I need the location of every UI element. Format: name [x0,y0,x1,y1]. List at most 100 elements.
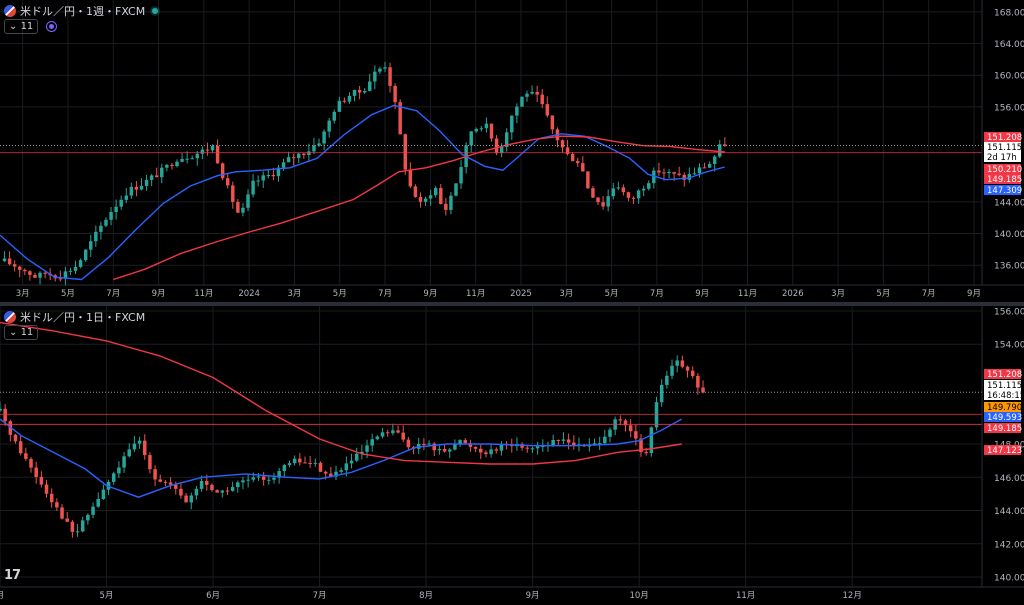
candle-body [597,443,602,445]
price-tag-label: 149.593 [987,413,1022,423]
candle-body [83,249,88,261]
candle-body [124,195,128,200]
candle-body [246,479,250,481]
candle-body [667,172,671,174]
candle-body [261,476,266,480]
candle-body [170,164,174,167]
price-tag-bg [984,445,1021,455]
candle-body [39,476,44,485]
price-tag-bg [984,142,1021,152]
candle-body [312,145,316,152]
candle-body [165,164,169,168]
price-tag-bg [984,132,1021,142]
candle-body [220,163,225,179]
price-axis-tick: 168.000 [994,8,1024,18]
candle-body [205,149,210,151]
price-tag-bg [984,390,1021,400]
candle-body [271,175,276,177]
time-axis-tick: 9月 [152,289,166,299]
candle-body [391,430,395,434]
candle-body [494,138,499,154]
candle-body [489,123,494,139]
candle-body [277,471,281,478]
weekly-indicator-count: 11 [20,21,34,32]
candle-body [601,202,605,207]
candle-body [396,430,400,433]
candle-body [210,484,214,491]
candle-body [525,447,530,449]
candle-body [251,477,256,480]
time-axis-tick: 6月 [206,591,220,601]
price-tag-label: 151.208 [987,133,1022,143]
time-axis-tick: 3月 [559,289,573,299]
candle-body [504,132,509,147]
candle-body [712,156,717,164]
candle-body [535,446,540,449]
candle-body [114,206,118,213]
time-axis-tick: 12月 [843,591,862,601]
candle-body [707,163,712,168]
time-axis-tick: 7月 [106,289,120,299]
pane-divider[interactable] [0,302,1024,306]
time-axis-tick: 3月 [288,289,302,299]
weekly-chart-pane[interactable]: 168.000 164.000 160.000 156.000 144.000 140.0… [0,0,1024,302]
candle-body [442,449,447,452]
daily-chart-pane[interactable]: 156.000154.000148.000146.000144.000142.0… [0,306,1024,605]
daily-chart[interactable]: 156.000154.000148.000146.000144.000142.0… [0,306,1024,605]
candle-body [360,451,364,454]
price-tag-bg [984,412,1021,422]
candle-body [194,488,199,496]
candle-body [55,502,59,508]
candle-body [230,487,235,491]
candle-body [433,188,438,196]
candle-body [18,266,22,270]
usdjpy-flag-icon [4,311,16,323]
candle-body [180,158,184,162]
candle-body [286,157,291,163]
candle-body [104,219,108,226]
candle-body [149,175,154,180]
price-tag-label: 16:48:15 [987,391,1024,401]
tradingview-logo[interactable]: 17 [4,568,21,583]
candle-body [29,458,33,468]
candle-body [576,161,580,164]
time-axis-tick: 11月 [736,591,755,601]
candle-body [287,463,292,466]
candle-body [474,129,479,132]
weekly-chart[interactable]: 168.000 164.000 160.000 156.000 144.000 140.0… [0,0,1024,302]
candle-body [654,402,659,428]
weekly-indicator-icon[interactable] [46,21,58,32]
candle-body [205,481,209,485]
candle-body [168,482,173,485]
weekly-indicators-toggle[interactable]: ⌄ 11 [4,19,39,34]
candle-body [723,144,727,146]
daily-symbol-title[interactable]: 米ドル／円・1日・FXCM [20,311,146,324]
candle-body [317,143,321,146]
price-tag-bg [984,369,1021,379]
candle-body [718,144,722,157]
price-axis-tick: 144.000 [994,507,1024,517]
daily-indicators-toggle[interactable]: ⌄ 11 [4,325,39,340]
weekly-symbol-title[interactable]: 米ドル／円・1週・FXCM [20,5,146,18]
candle-body [611,188,615,197]
candle-body [225,178,230,186]
candle-body [408,169,413,187]
candle-body [375,436,380,440]
weekly-indicator-row: ⌄ 11 [4,19,58,34]
candle-body [525,93,529,97]
candle-body [349,460,354,464]
time-axis-tick: 3月 [831,289,845,299]
candle-body [623,420,628,426]
candle-body [132,443,137,450]
candle-body [241,480,245,483]
candle-body [43,272,47,274]
candle-body [682,174,686,180]
candle-body [18,441,23,454]
candle-body [427,443,431,445]
candle-body [225,490,230,492]
time-axis-tick: 2026 [782,289,804,299]
candle-body [545,104,550,116]
candle-body [447,449,452,452]
candle-body [603,436,607,444]
candle-body [530,448,535,450]
